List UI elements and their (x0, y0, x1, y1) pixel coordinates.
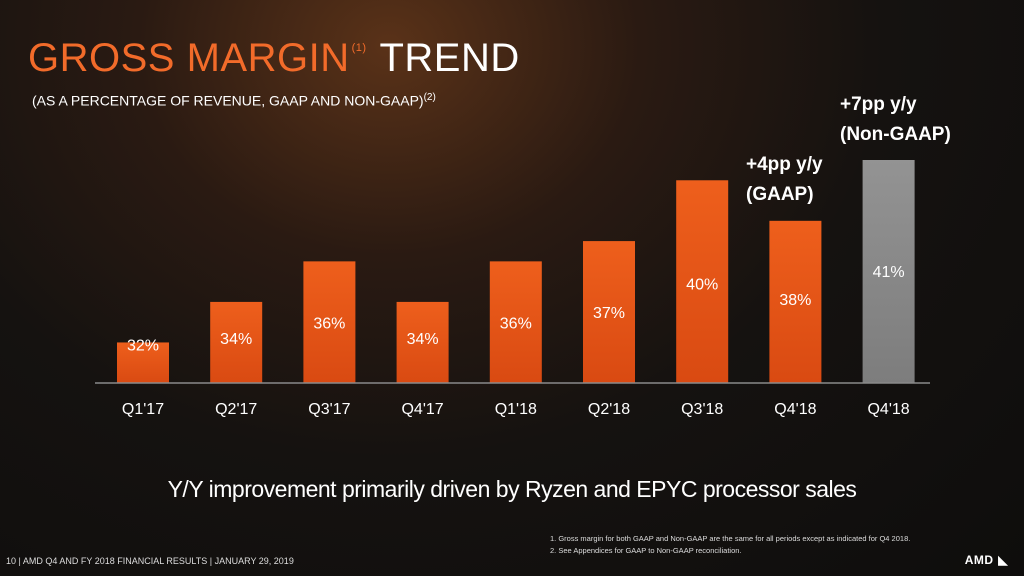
bar-Q418 (769, 220, 822, 383)
data-label: 36% (500, 315, 532, 332)
x-tick-label: Q4'17 (401, 401, 443, 418)
x-tick-label: Q1'18 (495, 401, 537, 418)
amd-logo: AMD ◣ (965, 551, 1008, 568)
data-label: 34% (220, 331, 252, 348)
non-gaap-annotation-line2: (Non-GAAP) (840, 124, 951, 145)
subtitle-text: (AS A PERCENTAGE OF REVENUE, GAAP AND NO… (32, 92, 424, 109)
x-tick-label: Q1'17 (122, 401, 164, 418)
footnotes: 1. Gross margin for both GAAP and Non-GA… (550, 533, 910, 557)
bar-Q117 (117, 342, 169, 383)
x-tick-label: Q2'17 (215, 401, 257, 418)
amd-logo-text: AMD (964, 553, 994, 567)
data-label: 40% (686, 276, 718, 293)
x-tick-label: Q4'18 (867, 401, 909, 418)
title-gross-margin: GROSS MARGIN (28, 36, 350, 80)
data-label: 37% (593, 305, 625, 322)
data-label: 38% (779, 292, 811, 309)
data-label: 34% (407, 331, 439, 348)
subtitle-footnote-ref: (2) (423, 92, 436, 103)
non-gaap-annotation-line1: +7pp y/y (840, 94, 917, 115)
data-label: 32% (127, 337, 159, 354)
data-label: 36% (313, 315, 345, 332)
x-tick-label: Q2'18 (588, 401, 630, 418)
key-takeaway: Y/Y improvement primarily driven by Ryze… (167, 476, 857, 502)
page-number: 10 (6, 556, 17, 566)
footnote-1: 1. Gross margin for both GAAP and Non-GA… (550, 534, 911, 543)
non-gaap-annotation: +7pp y/y (Non-GAAP) (840, 90, 951, 150)
bar-Q217 (210, 301, 263, 383)
bar-Q318 (676, 180, 729, 383)
data-label: 41% (873, 264, 905, 281)
x-tick-label: Q4'18 (774, 401, 816, 418)
x-tick-label: Q3'18 (681, 401, 723, 418)
footer-text: | AMD Q4 AND FY 2018 FINANCIAL RESULTS |… (18, 556, 294, 566)
title-trend: TREND (379, 36, 520, 80)
bar-Q218 (583, 241, 635, 383)
gaap-annotation-line1: +4pp y/y (746, 154, 823, 175)
bar-Q317 (303, 261, 356, 383)
bar-Q417 (396, 301, 449, 383)
slide-title: GROSS MARGIN (1) TREND (28, 36, 520, 81)
amd-arrow-icon: ◣ (998, 553, 1008, 567)
bar-Q418-non-gaap (862, 160, 915, 383)
x-tick-label: Q3'17 (308, 401, 350, 418)
gaap-annotation-line2: (GAAP) (746, 184, 814, 205)
slide-subtitle: (AS A PERCENTAGE OF REVENUE, GAAP AND NO… (32, 92, 436, 109)
title-footnote-ref: (1) (351, 42, 367, 54)
bar-Q118 (489, 261, 542, 383)
gaap-annotation: +4pp y/y (GAAP) (746, 150, 823, 210)
slide-footer: 10 | AMD Q4 AND FY 2018 FINANCIAL RESULT… (6, 556, 294, 566)
footnote-2: 2. See Appendices for GAAP to Non-GAAP r… (550, 546, 742, 555)
